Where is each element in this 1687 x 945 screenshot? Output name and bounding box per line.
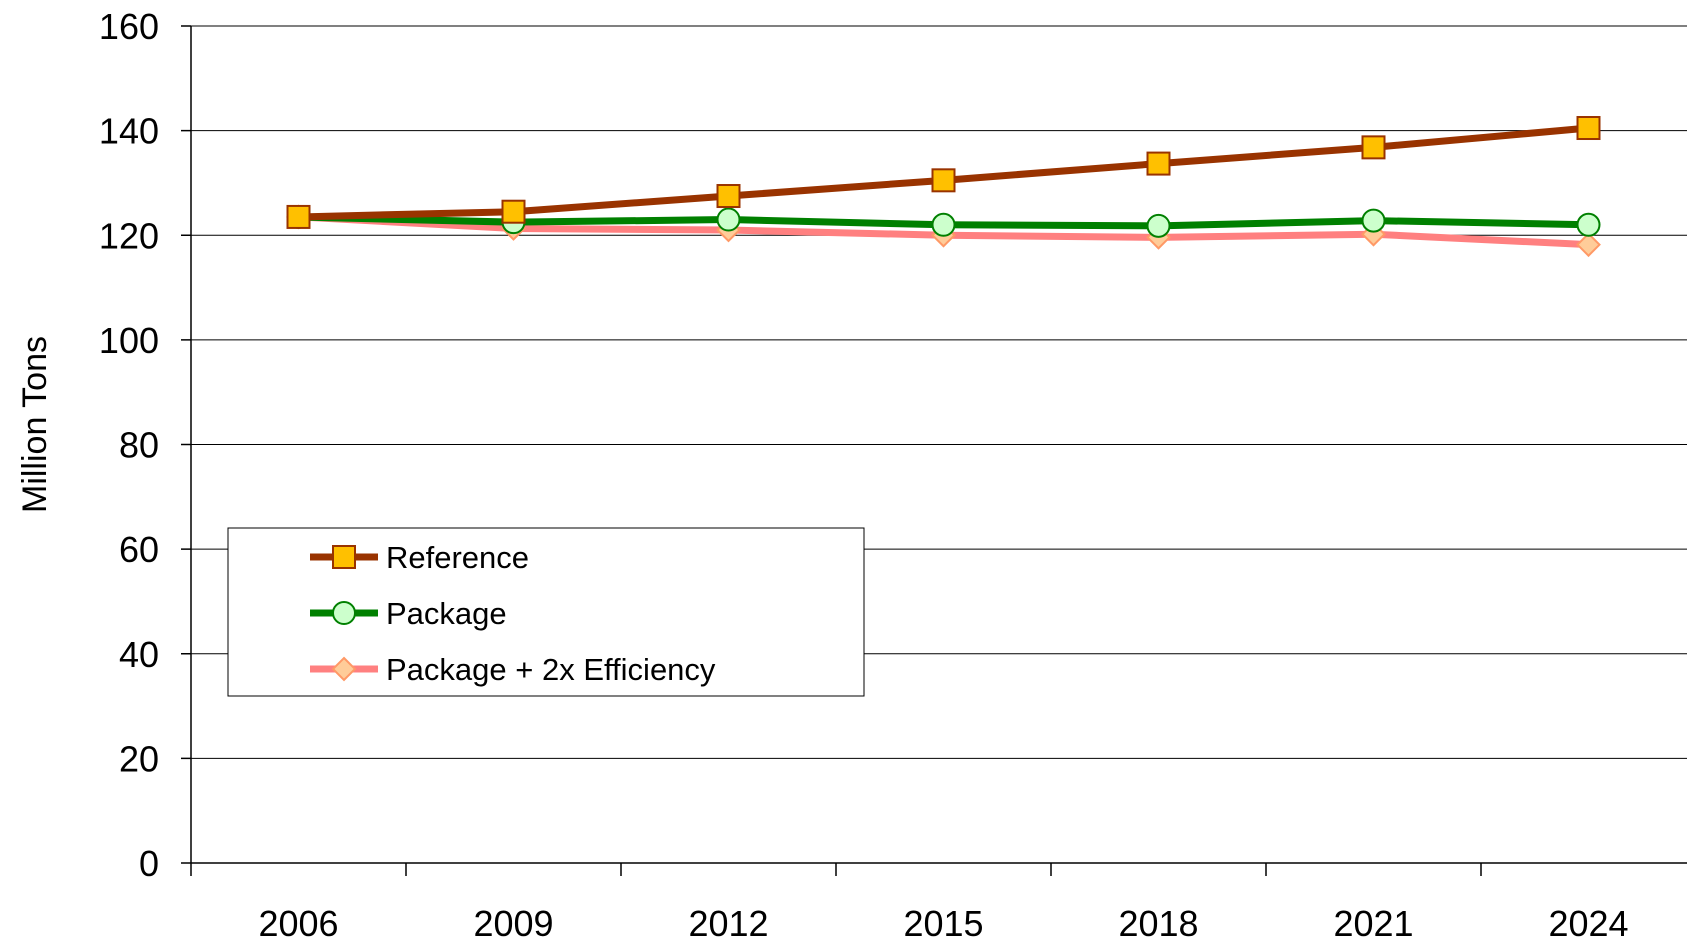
legend-swatch-marker (332, 545, 356, 569)
x-tick-label: 2009 (473, 903, 553, 944)
data-point-package (1146, 213, 1171, 238)
axes (181, 25, 1687, 876)
data-point-reference (286, 204, 311, 229)
y-tick-label: 160 (99, 6, 159, 47)
series-reference (286, 116, 1601, 229)
legend: Reference Package Package + 2x Efficiency (227, 527, 865, 697)
data-point-package (931, 212, 956, 237)
y-tick-label: 80 (119, 425, 159, 466)
data-point-package (716, 207, 741, 232)
legend-swatch-marker (331, 656, 357, 682)
y-tick-label: 60 (119, 529, 159, 570)
x-tick-label: 2012 (688, 903, 768, 944)
y-axis-title: Million Tons (16, 336, 54, 513)
data-point-package (1576, 212, 1601, 237)
data-point-package-2x-efficiency (1576, 232, 1601, 258)
y-tick-label: 20 (119, 738, 159, 779)
x-tick-labels: 2006 2009 2012 2015 2018 2021 2024 (258, 903, 1628, 944)
data-point-package (1361, 208, 1386, 233)
data-point-reference (1146, 151, 1171, 176)
x-tick-label: 2015 (903, 903, 983, 944)
data-point-reference (1576, 116, 1601, 141)
legend-item-package: Package (310, 596, 507, 631)
y-tick-label: 140 (99, 111, 159, 152)
y-tick-label: 100 (99, 320, 159, 361)
x-tick-label: 2021 (1333, 903, 1413, 944)
x-tick-label: 2006 (258, 903, 338, 944)
legend-label: Package + 2x Efficiency (386, 652, 716, 687)
legend-item-package-2x-efficiency: Package + 2x Efficiency (310, 652, 716, 687)
x-tick-label: 2024 (1548, 903, 1628, 944)
legend-swatch-marker (332, 601, 356, 625)
x-tick-label: 2018 (1118, 903, 1198, 944)
y-tick-label: 40 (119, 634, 159, 675)
data-point-reference (931, 168, 956, 193)
legend-label: Reference (386, 540, 529, 575)
legend-item-reference: Reference (310, 540, 529, 575)
data-point-reference (716, 184, 741, 209)
data-point-reference (1361, 135, 1386, 160)
series-layer (286, 116, 1601, 258)
y-tick-labels: 0 20 40 60 80 100 120 140 160 (99, 6, 159, 884)
y-tick-label: 0 (139, 843, 159, 884)
data-point-reference (501, 199, 526, 224)
legend-label: Package (386, 596, 507, 631)
y-tick-label: 120 (99, 215, 159, 256)
